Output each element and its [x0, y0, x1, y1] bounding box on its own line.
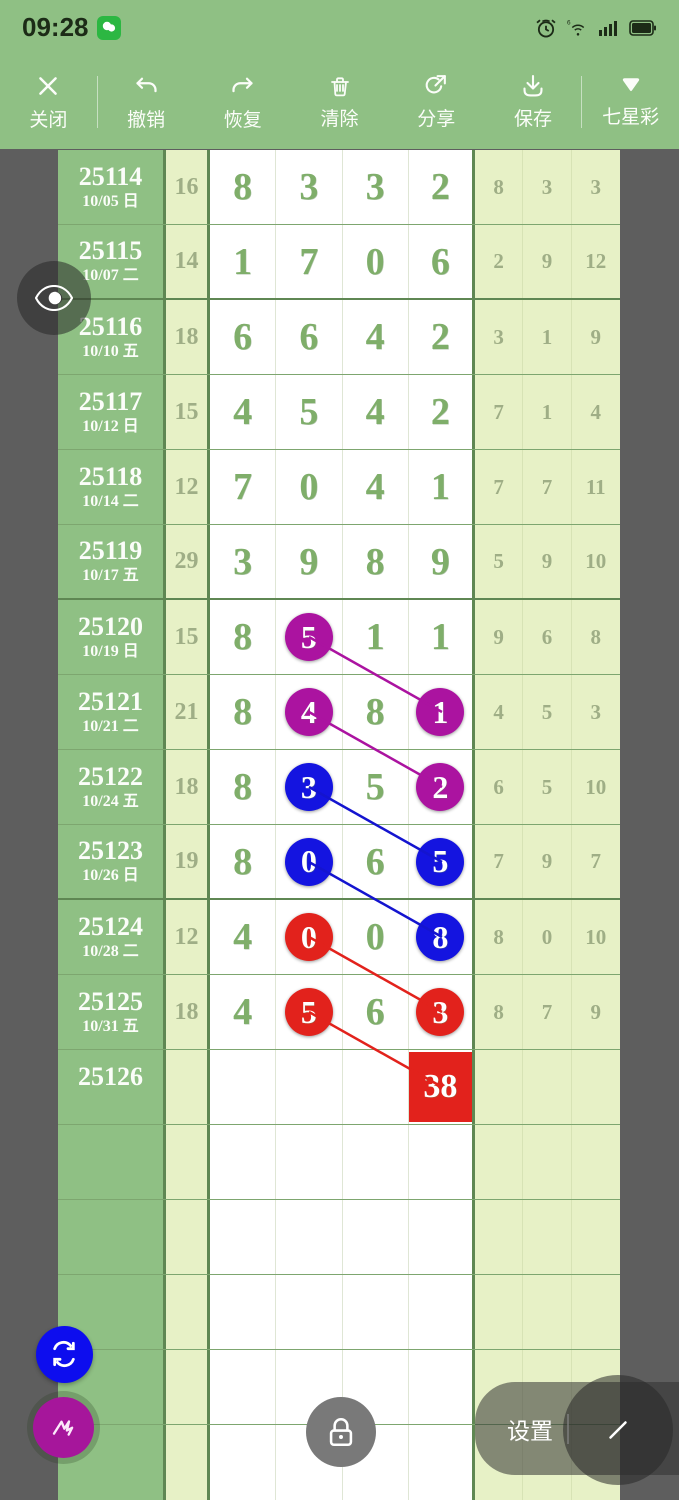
svg-text:6: 6 [567, 19, 571, 26]
